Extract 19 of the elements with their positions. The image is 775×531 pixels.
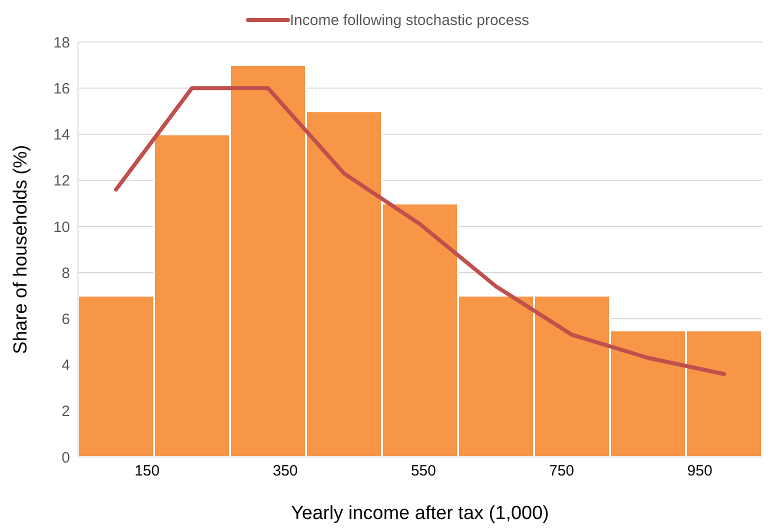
x-tick-label: 550 [410, 462, 436, 480]
y-axis-title: Share of households (%) [10, 144, 32, 354]
y-tick-label: 12 [53, 172, 70, 190]
y-tick-label: 2 [62, 403, 70, 420]
line-series [114, 86, 726, 376]
x-tick-label: 950 [687, 462, 712, 480]
legend-label: Income following stochastic process [290, 12, 530, 28]
x-tick-label: 350 [272, 462, 298, 480]
x-tick-label: 150 [134, 462, 160, 480]
y-tick-label: 6 [62, 310, 70, 328]
x-tick-label: 750 [549, 462, 574, 480]
y-tick-label: 10 [53, 218, 70, 236]
y-tick-label: 4 [62, 357, 70, 374]
x-axis-title: Yearly income after tax (1,000) [290, 503, 550, 524]
y-tick-label: 16 [53, 80, 70, 98]
y-tick-label: 8 [62, 264, 70, 282]
y-tick-label: 18 [53, 34, 70, 52]
y-tick-label: 0 [62, 449, 70, 466]
y-tick-label: 14 [53, 126, 70, 144]
